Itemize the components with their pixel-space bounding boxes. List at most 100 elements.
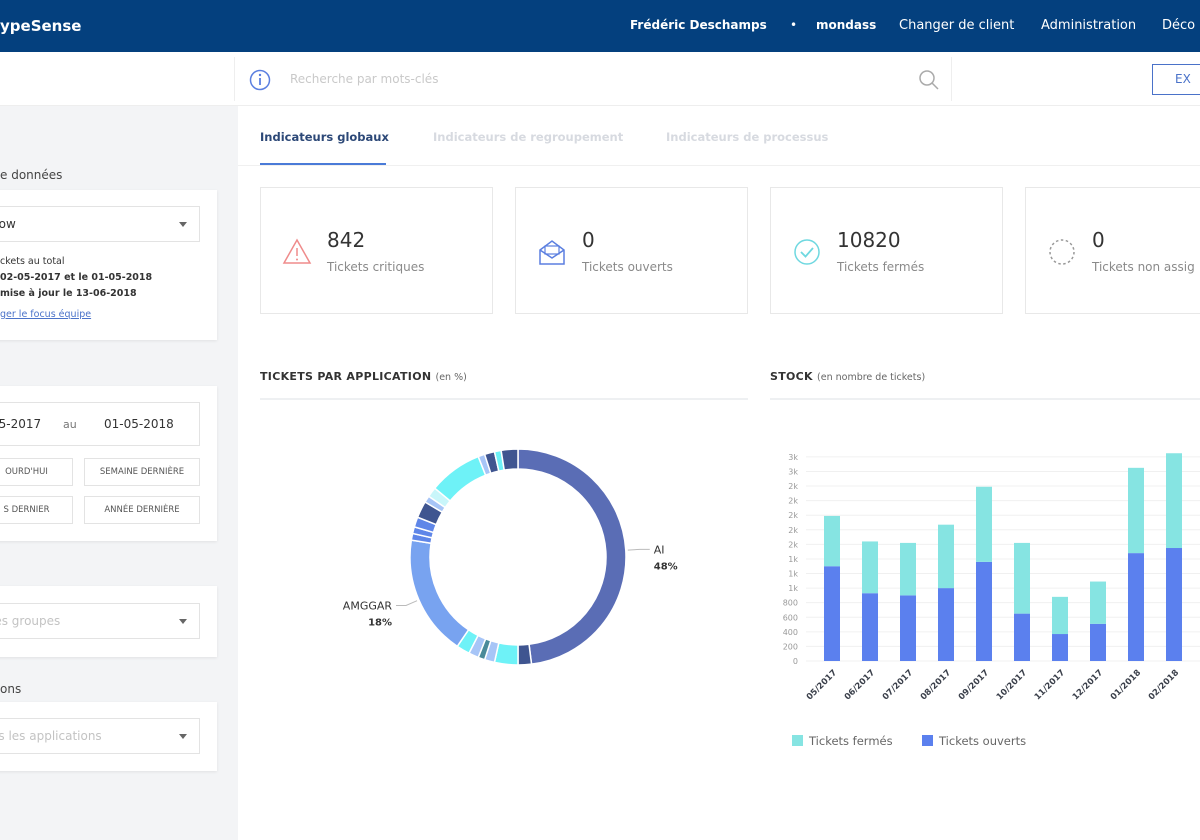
legend-swatch [922,735,933,746]
date-card: 05-2017 au 01-05-2018 OURD'HUI SEMAINE D… [0,386,217,541]
divider [234,57,235,101]
search-bar: Recherche par mots-clés EX [0,52,1200,106]
bar-segment [1090,623,1106,661]
x-tick-label: 07/2017 [881,668,915,702]
x-tick-label: 01/2018 [1109,668,1143,702]
divider [951,57,952,101]
kpi-label: Tickets ouverts [582,260,673,274]
info-line: ckets au total [0,256,65,267]
kpi-card: 0 Tickets ouverts [515,187,748,314]
period-button[interactable]: SEMAINE DERNIÈRE [84,458,200,486]
mail-icon [539,240,565,265]
kpi-value: 0 [582,228,595,252]
slice-value: 48% [654,561,678,572]
y-tick-label: 3k [788,453,798,462]
nav-link[interactable]: Changer de client [899,18,1015,33]
kpi-label: Tickets critiques [327,260,425,274]
bar-segment [1052,596,1068,635]
chart-title: TICKETS PAR APPLICATION [260,370,432,383]
tab[interactable]: Indicateurs de regroupement [433,130,624,144]
select-value: les groupes [0,614,61,628]
chart-heading: STOCK (en nombre de tickets) [770,370,925,383]
source-select[interactable]: how [0,206,200,242]
x-tick-label: 02/2018 [1147,668,1181,702]
x-tick-label: 12/2017 [1071,668,1105,702]
y-tick-label: 2k [788,511,798,520]
x-tick-label: 05/2017 [805,668,839,702]
brand: ypeSense [0,17,82,35]
export-label: EX [1175,72,1191,86]
source-card: how ckets au total 02-05-2017 et le 01-0… [0,190,217,340]
groups-select[interactable]: les groupes [0,603,200,639]
alert-icon [282,238,312,264]
focus-link[interactable]: ger le focus équipe [0,309,92,320]
date-separator: au [63,418,77,431]
bar-segment [1166,548,1182,661]
bar-chart: 0 200 400 600 800 1k 1k 1k 2k 2k 2k 2k 2k 3k 3k 05/2017… [783,453,1200,748]
bar-segment [976,486,992,562]
y-tick-label: 2k [788,526,798,535]
divider [260,398,748,400]
y-tick-label: 1k [788,570,798,579]
chart-subtitle: (en nombre de tickets) [817,372,926,383]
groups-card: les groupes [0,586,217,657]
bar-segment [900,542,916,596]
tab-active[interactable]: Indicateurs globaux [260,130,389,144]
kpi-value: 10820 [837,228,901,252]
bar-segment [1128,553,1144,661]
unassigned-icon [1049,239,1075,265]
bar-segment [1166,453,1182,549]
slice-label: AMGGAR [343,599,393,612]
info-line: mise à jour le 13-06-2018 [0,288,137,299]
kpi-value: 842 [327,228,366,252]
y-tick-label: 0 [793,657,798,666]
leader-line [396,600,418,606]
legend-swatch [792,735,803,746]
y-tick-label: 2k [788,497,798,506]
export-button[interactable]: EX [1152,64,1200,95]
bar-segment [900,595,916,661]
donut-segment [517,643,533,666]
check-icon [794,239,820,265]
nav-link[interactable]: Déco [1162,18,1196,33]
tab[interactable]: Indicateurs de processus [666,130,829,144]
x-tick-label: 09/2017 [957,668,991,702]
sidebar: e données how ckets au total 02-05-2017 … [0,106,238,840]
kpi-card: 842 Tickets critiques [260,187,493,314]
chevron [179,619,187,624]
client-name: mondass [816,18,877,32]
user-name[interactable]: Frédéric Deschamps [630,18,767,32]
info-icon [249,69,271,91]
kpi-label: Tickets fermés [837,260,925,274]
y-tick-label: 200 [783,642,798,651]
kpi-card: 0 Tickets non assig [1025,187,1200,314]
bar-segment [938,524,954,589]
nav-link[interactable]: Administration [1041,18,1137,33]
period-button[interactable]: OURD'HUI [0,458,73,486]
x-tick-label: 06/2017 [843,668,877,702]
date-range[interactable]: 05-2017 au 01-05-2018 [0,402,200,446]
bar-segment [862,593,878,661]
search-icon[interactable] [918,69,940,91]
section-title: ons [0,682,22,696]
donut-chart: AI 48% AMGGAR 18% [343,448,678,666]
bar-segment [862,541,878,594]
search-input[interactable]: Recherche par mots-clés [290,72,439,86]
apps-select[interactable]: es les applications [0,718,200,754]
apps-card: es les applications [0,702,217,771]
chevron [179,734,187,739]
divider [238,165,1200,166]
tab-underline [260,163,386,165]
bar-segment [938,588,954,661]
kpi-value: 0 [1092,228,1105,252]
period-button[interactable]: S DERNIER [0,496,73,524]
x-tick-label: 08/2017 [919,668,953,702]
chart-title: STOCK [770,370,813,383]
section-title: e données [0,168,63,182]
period-button[interactable]: ANNÉE DERNIÈRE [84,496,200,524]
donut-segment [409,539,470,648]
donut-segment [517,448,627,665]
legend-label: Tickets fermés [808,734,893,748]
x-tick-label: 11/2017 [1033,668,1067,702]
